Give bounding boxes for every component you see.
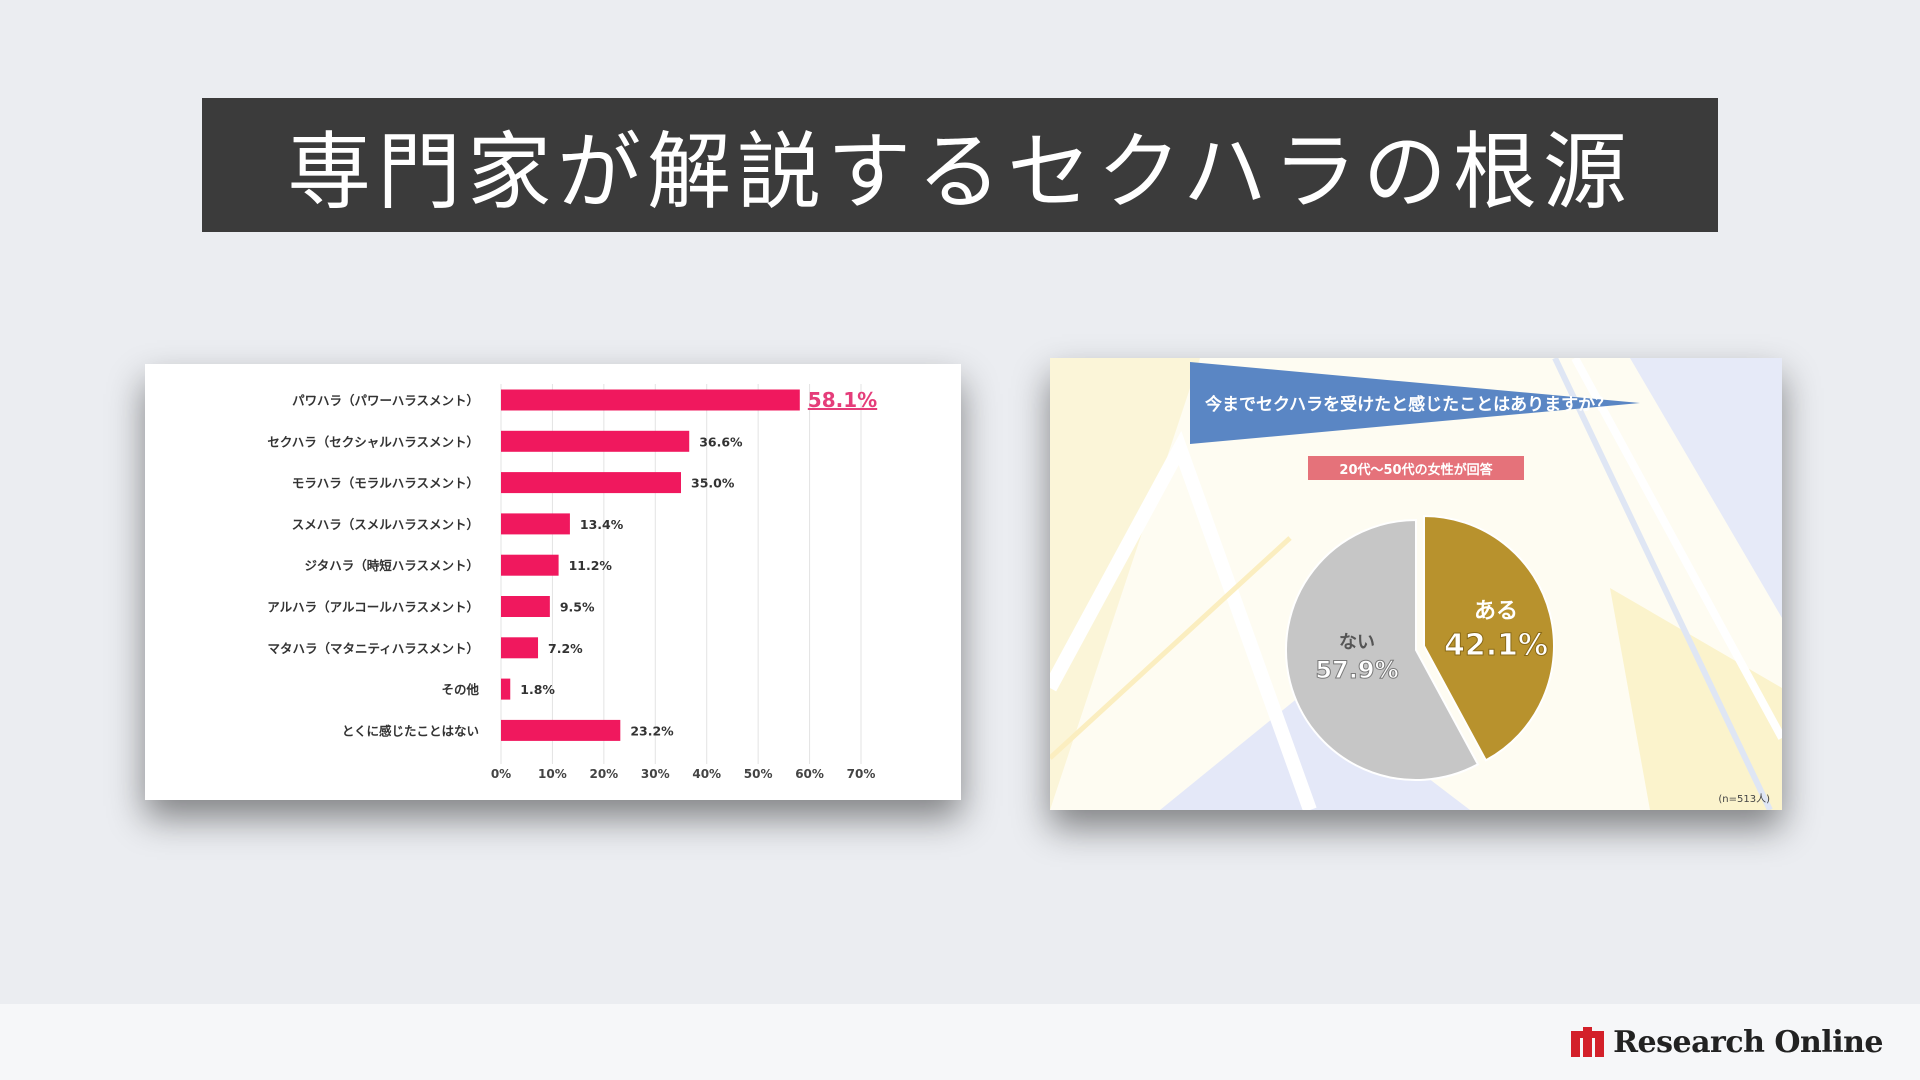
background-decoration — [1050, 358, 1782, 810]
bar — [501, 596, 550, 617]
brand-name: Research Online — [1613, 1024, 1883, 1060]
bar — [501, 472, 681, 494]
data-label: 7.2% — [548, 641, 583, 656]
pie-slice — [1285, 518, 1480, 781]
x-tick-label: 40% — [692, 767, 721, 781]
pie-subtitle: 20代～50代の女性が回答 — [1339, 462, 1493, 478]
category-label: セクハラ（セクシャルハラスメント） — [267, 434, 479, 449]
pie-chart-card: 今までセクハラを受けたと感じたことはありますか？ 20代～50代の女性が回答 あ… — [1050, 358, 1782, 810]
pie-label-nai: ない — [1339, 632, 1375, 653]
subtitle-bg — [1308, 456, 1524, 480]
data-label: 13.4% — [580, 517, 624, 532]
category-label: パワハラ（パワーハラスメント） — [292, 393, 479, 408]
bar — [501, 389, 800, 411]
bar — [501, 637, 539, 659]
x-tick-label: 60% — [795, 767, 824, 781]
question-banner — [1190, 362, 1640, 444]
data-label: 9.5% — [560, 600, 595, 615]
category-label: ジタハラ（時短ハラスメント） — [304, 558, 479, 573]
bar — [501, 719, 621, 741]
title-banner: 専門家が解説するセクハラの根源 — [202, 98, 1718, 232]
data-label: 11.2% — [569, 558, 613, 573]
bar — [501, 678, 511, 700]
data-label: 23.2% — [630, 723, 674, 738]
category-label: スメハラ（スメルハラスメント） — [292, 517, 479, 532]
data-label: 1.8% — [520, 682, 555, 697]
x-tick-label: 50% — [744, 767, 773, 781]
x-tick-label: 70% — [847, 767, 876, 781]
category-label: モラハラ（モラルハラスメント） — [292, 476, 479, 491]
pie-chart: 今までセクハラを受けたと感じたことはありますか？ 20代～50代の女性が回答 あ… — [1050, 358, 1782, 810]
pie-slice — [1423, 514, 1555, 762]
category-label: マタハラ（マタニティハラスメント） — [267, 641, 479, 656]
page-title: 専門家が解説するセクハラの根源 — [287, 122, 1633, 221]
bar — [501, 513, 570, 535]
pie-value-aru: 42.1% — [1444, 628, 1548, 663]
bar — [501, 430, 690, 452]
bar-chart: 0% 10% 20% 30% 40% 50% 60% 70% パワハラ（パワーハラスメント） 58… — [267, 384, 877, 781]
x-tick-label: 30% — [641, 767, 670, 781]
category-label: とくに感じたことはない — [342, 723, 479, 738]
brand-logo: Research Online — [1571, 1022, 1883, 1062]
data-label: 36.6% — [699, 434, 743, 449]
pie-question-text: 今までセクハラを受けたと感じたことはありますか？ — [1205, 394, 1612, 415]
bar-chart-card: 0% 10% 20% 30% 40% 50% 60% 70% パワハラ（パワーハラスメント） 58… — [145, 364, 961, 800]
pie-slices — [1285, 514, 1555, 781]
pie-label-aru: ある — [1474, 599, 1518, 624]
x-tick-label: 10% — [538, 767, 567, 781]
x-tick-label: 0% — [491, 767, 511, 781]
x-tick-label: 20% — [589, 767, 618, 781]
category-label: その他 — [441, 682, 479, 697]
category-label: アルハラ（アルコールハラスメント） — [267, 600, 479, 615]
sample-size-note: (n=513人) — [1718, 793, 1770, 805]
bar — [501, 554, 559, 576]
pie-value-nai: 57.9% — [1315, 656, 1398, 684]
data-label: 35.0% — [691, 476, 735, 491]
data-label: 58.1% — [808, 388, 877, 412]
brand-mark-icon — [1571, 1027, 1605, 1057]
